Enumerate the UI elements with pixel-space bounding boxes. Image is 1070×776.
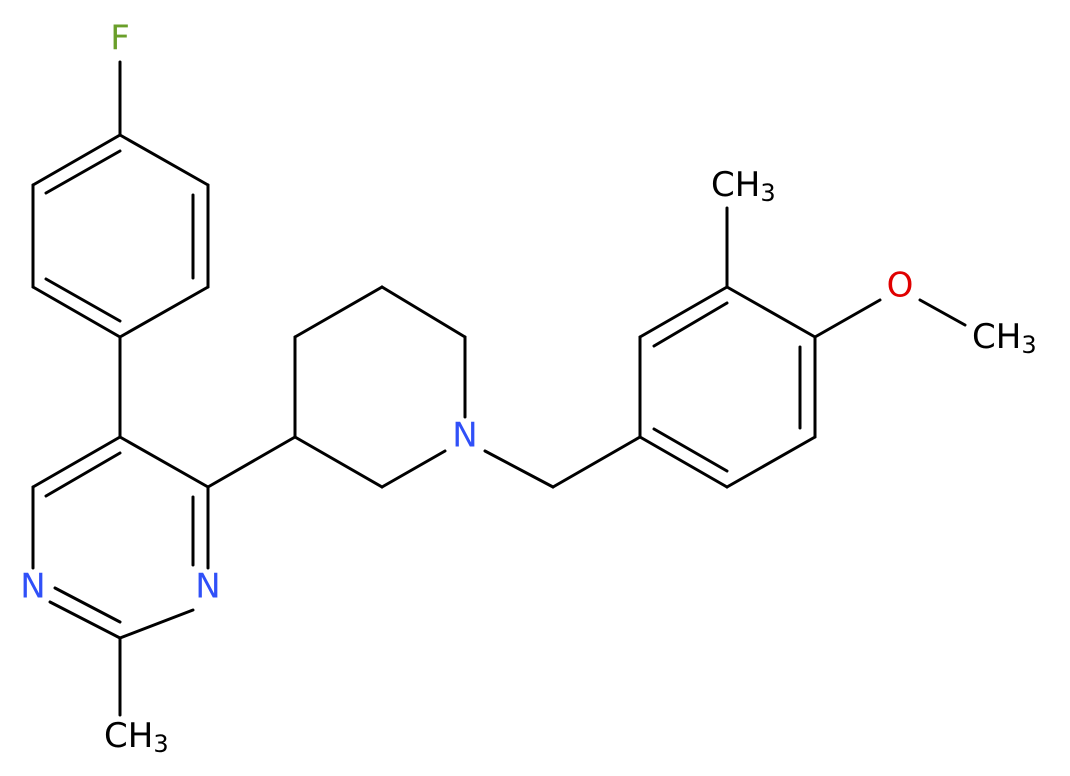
atom-label: O — [887, 266, 914, 306]
atom-label: CH3 — [972, 317, 1037, 360]
bond — [380, 285, 467, 339]
bond — [638, 435, 729, 489]
label-main: CH — [711, 165, 760, 205]
atom-label: N — [452, 416, 477, 456]
bond — [293, 285, 384, 339]
bond — [918, 298, 967, 327]
atom-label: N — [20, 567, 45, 607]
bond — [813, 298, 882, 339]
bond — [483, 449, 555, 489]
bond — [48, 600, 122, 640]
bond — [118, 285, 210, 339]
bond — [293, 435, 384, 489]
bond — [551, 435, 642, 489]
bond — [53, 586, 122, 624]
bond — [44, 451, 122, 498]
atom-label: CH3 — [104, 716, 169, 759]
bond — [44, 277, 122, 323]
bond — [725, 285, 817, 339]
bond — [725, 435, 817, 489]
bond — [206, 435, 297, 489]
atom-labels: F N N N O CH3 CH3 CH3 — [20, 19, 1036, 759]
bond — [652, 301, 729, 348]
bond — [31, 133, 122, 187]
label-main: CH — [104, 716, 153, 756]
bond — [31, 285, 122, 339]
bond — [118, 608, 195, 640]
label-subscript: 3 — [153, 730, 168, 758]
bond — [638, 285, 729, 339]
bond — [118, 435, 210, 489]
atom-label: CH3 — [711, 165, 776, 208]
atom-label: F — [110, 19, 130, 59]
bond — [380, 449, 447, 489]
bond — [118, 133, 210, 187]
bond — [44, 149, 122, 195]
bond — [652, 427, 729, 473]
label-subscript: 3 — [760, 179, 775, 207]
label-subscript: 3 — [1021, 331, 1036, 359]
bonds — [31, 60, 967, 717]
label-main: CH — [972, 317, 1021, 357]
bond — [31, 435, 122, 489]
atom-label: N — [195, 567, 220, 607]
